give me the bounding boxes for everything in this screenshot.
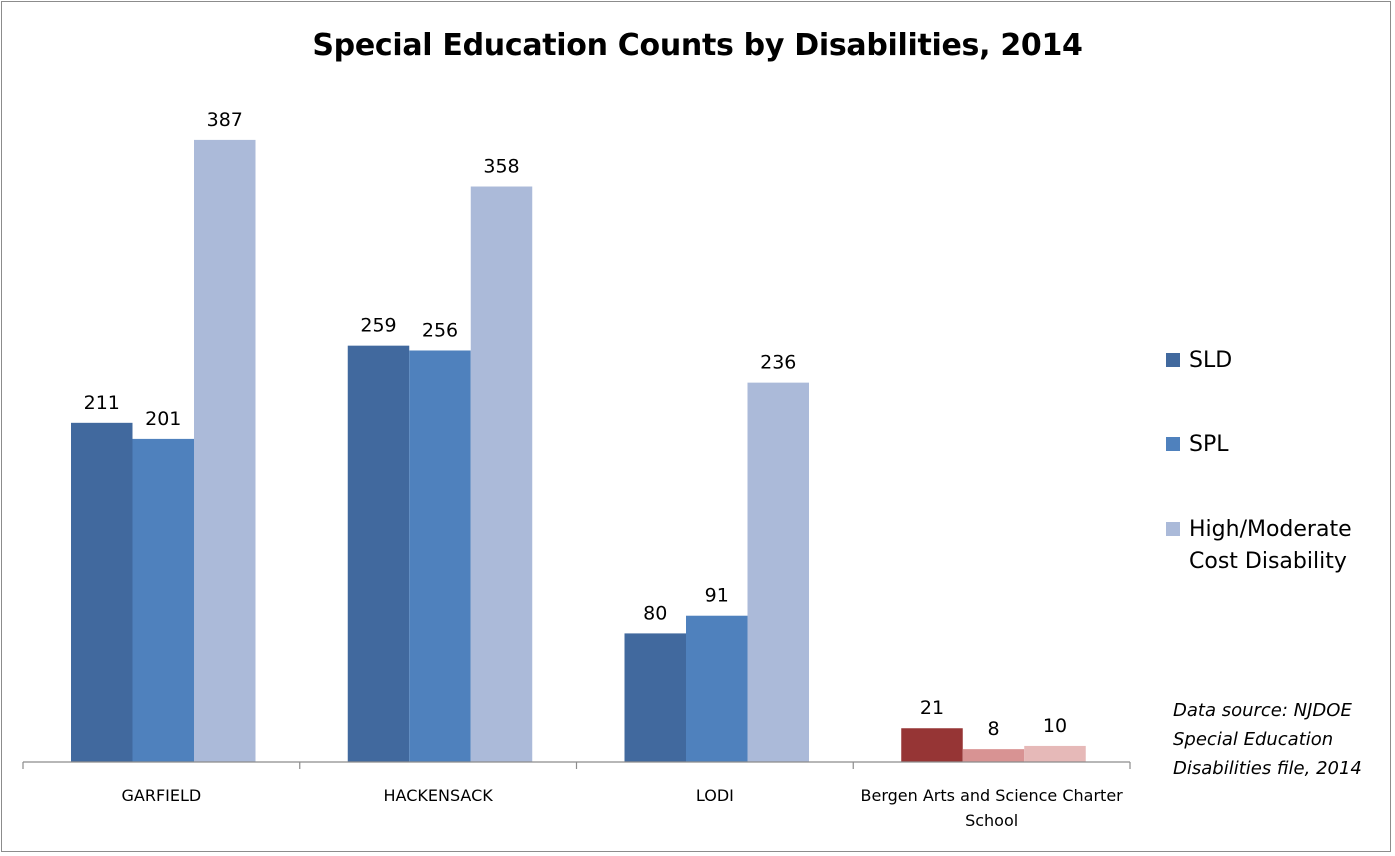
bar-lodi-sld — [624, 633, 686, 762]
bar-hackensack-high-moderate-cost-disability — [470, 186, 533, 762]
x-axis — [22, 761, 1131, 769]
data-label-garfield-high-moderate-cost-disability: 387 — [207, 109, 243, 131]
data-label-garfield-sld: 211 — [84, 392, 120, 414]
legend-item-spl: SPL — [1166, 429, 1379, 461]
data-label-hackensack-spl: 256 — [422, 319, 458, 341]
data-label-lodi-spl: 91 — [705, 585, 729, 607]
data-label-hackensack-high-moderate-cost-disability: 358 — [483, 156, 519, 178]
bar-hackensack-sld — [347, 345, 410, 762]
legend-swatch-sld — [1166, 353, 1180, 367]
bar-garfield-sld — [71, 422, 133, 762]
data-label-hackensack-sld: 259 — [360, 315, 396, 337]
legend-item-high-moderate: High/Moderate Cost Disability — [1166, 514, 1374, 578]
legend-item-sld: SLD — [1166, 345, 1379, 377]
data-label-garfield-spl: 201 — [145, 408, 181, 430]
bar-bergen-arts-and-science-charter-school-spl — [962, 749, 1025, 762]
data-label-lodi-high-moderate-cost-disability: 236 — [760, 352, 796, 374]
legend-swatch-high-moderate — [1166, 522, 1180, 536]
bar-garfield-spl — [132, 438, 194, 762]
bar-lodi-high-moderate-cost-disability — [747, 382, 809, 762]
tick-label-garfield: GARFIELD — [122, 786, 202, 805]
data-label-bergen-arts-and-science-charter-school-spl: 8 — [987, 718, 999, 740]
bars-group — [71, 139, 1086, 762]
bar-bergen-arts-and-science-charter-school-high-moderate-cost-disability — [1024, 745, 1086, 762]
tick-label-lodi: LODI — [696, 786, 734, 805]
data-labels-group: 211 201 387 259 256 358 80 91 236 21 8 10 — [84, 109, 1067, 740]
legend-label-sld: SLD — [1189, 348, 1233, 373]
legend-swatch-spl — [1166, 437, 1180, 451]
bar-bergen-arts-and-science-charter-school-sld — [901, 728, 963, 762]
tick-label-hackensack: HACKENSACK — [384, 786, 494, 805]
data-label-bergen-arts-and-science-charter-school-sld: 21 — [920, 697, 944, 719]
data-label-bergen-arts-and-science-charter-school-high-moderate-cost-disability: 10 — [1043, 715, 1067, 737]
bar-hackensack-spl — [409, 350, 471, 762]
legend-label-spl: SPL — [1189, 432, 1229, 457]
chart-title: Special Education Counts by Disabilities… — [312, 28, 1083, 63]
tick-label-bergen-arts-and-science-charter-school: Bergen Arts and Science Charter School — [861, 786, 1124, 830]
tick-labels-group: GARFIELD HACKENSACK LODI Bergen Arts and Sc… — [122, 786, 1124, 830]
bar-garfield-high-moderate-cost-disability — [194, 139, 256, 762]
bar-lodi-spl — [686, 615, 748, 762]
data-source-annotation: Data source: NJDOE Special Education Dis… — [1173, 700, 1362, 779]
data-label-lodi-sld: 80 — [643, 602, 667, 624]
legend-label-high-moderate: High/Moderate Cost Disability — [1189, 517, 1352, 574]
